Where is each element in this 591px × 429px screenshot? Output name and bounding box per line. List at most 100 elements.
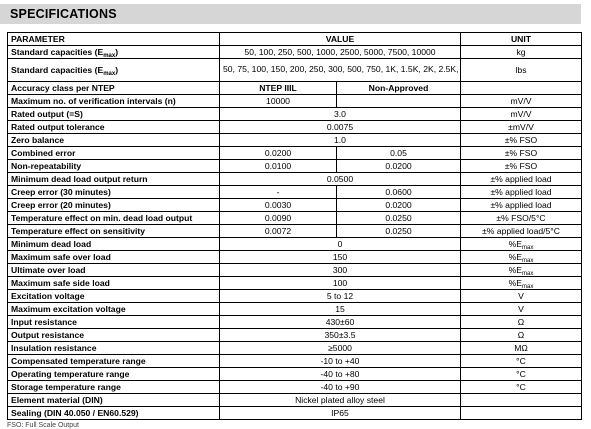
param-value: -40 to +80	[219, 367, 461, 381]
table-row: Excitation voltage 5 to 12 V	[7, 289, 582, 303]
param-label: Minimum dead load	[7, 237, 220, 251]
param-label: Excitation voltage	[7, 289, 220, 303]
param-value: 50, 75, 100, 150, 200, 250, 300, 500, 75…	[219, 58, 461, 82]
table-row: Rated output tolerance 0.0075 ±mV/V	[7, 120, 582, 134]
table-row: Maximum no. of verification intervals (n…	[7, 94, 582, 108]
param-value: 0	[219, 237, 461, 251]
param-value: 150	[219, 250, 461, 264]
param-label: Maximum no. of verification intervals (n…	[7, 94, 220, 108]
section-title: SPECIFICATIONS	[10, 7, 117, 21]
table-row: Minimum dead load 0 %Emax	[7, 237, 582, 251]
param-label: Minimum dead load output return	[7, 172, 220, 186]
table-header-row: PARAMETER VALUE UNIT	[7, 32, 582, 46]
param-label: Maximum safe side load	[7, 276, 220, 290]
table-row: Zero balance 1.0 ±% FSO	[7, 133, 582, 147]
param-unit: ±% FSO	[460, 159, 582, 173]
table-row: Input resistance 430±60 Ω	[7, 315, 582, 329]
param-label: Rated output tolerance	[7, 120, 220, 134]
param-label: Temperature effect on sensitivity	[7, 224, 220, 238]
param-unit: ±% applied load	[460, 185, 582, 199]
param-value-ntep: 0.0100	[219, 159, 337, 173]
param-unit: °C	[460, 354, 582, 368]
param-value-non-approved	[336, 94, 461, 108]
param-value: 3.0	[219, 107, 461, 121]
param-value: 1.0	[219, 133, 461, 147]
param-value: 300	[219, 263, 461, 277]
table-row: Insulation resistance ≥5000 MΩ	[7, 341, 582, 355]
section-title-bar: SPECIFICATIONS	[0, 4, 581, 24]
param-unit: ±% applied load	[460, 172, 582, 186]
param-label: Storage temperature range	[7, 380, 220, 394]
param-value-ntep: -	[219, 185, 337, 199]
table-row: Standard capacities (Emax) 50, 75, 100, …	[7, 58, 582, 82]
param-label: Element material (DIN)	[7, 393, 220, 407]
param-unit: lbs	[460, 58, 582, 82]
table-row: Combined error 0.0200 0.05 ±% FSO	[7, 146, 582, 160]
param-unit: V	[460, 289, 582, 303]
param-value: 5 to 12	[219, 289, 461, 303]
param-value-ntep: NTEP IIIL	[219, 81, 337, 95]
param-label: Operating temperature range	[7, 367, 220, 381]
param-value: 100	[219, 276, 461, 290]
param-unit: %Emax	[460, 250, 582, 264]
param-value-non-approved: 0.0200	[336, 198, 461, 212]
param-unit: kg	[460, 45, 582, 59]
param-value-non-approved: 0.0250	[336, 224, 461, 238]
param-label: Standard capacities (Emax)	[7, 45, 220, 59]
header-parameter: PARAMETER	[7, 32, 220, 46]
param-value: 430±60	[219, 315, 461, 329]
param-unit: mV/V	[460, 94, 582, 108]
table-row: Temperature effect on sensitivity 0.0072…	[7, 224, 582, 238]
table-row: Maximum safe side load 100 %Emax	[7, 276, 582, 290]
param-value-non-approved: Non-Approved	[336, 81, 461, 95]
header-value: VALUE	[219, 32, 461, 46]
param-unit: mV/V	[460, 107, 582, 121]
table-row: Maximum safe over load 150 %Emax	[7, 250, 582, 264]
param-unit: %Emax	[460, 237, 582, 251]
param-label: Ultimate over load	[7, 263, 220, 277]
table-row: Minimum dead load output return 0.0500 ±…	[7, 172, 582, 186]
param-value: 15	[219, 302, 461, 316]
footnote: FSO: Full Scale Output	[7, 422, 79, 429]
table-row: Non-repeatability 0.0100 0.0200 ±% FSO	[7, 159, 582, 173]
param-value: -10 to +40	[219, 354, 461, 368]
param-unit: V	[460, 302, 582, 316]
param-label: Creep error (20 minutes)	[7, 198, 220, 212]
param-unit: ±mV/V	[460, 120, 582, 134]
param-unit: Ω	[460, 315, 582, 329]
param-unit: Ω	[460, 328, 582, 342]
param-value: 0.0075	[219, 120, 461, 134]
table-row: Ultimate over load 300 %Emax	[7, 263, 582, 277]
param-label: Combined error	[7, 146, 220, 160]
param-label: Creep error (30 minutes)	[7, 185, 220, 199]
param-label: Non-repeatability	[7, 159, 220, 173]
param-unit: MΩ	[460, 341, 582, 355]
table-row: Output resistance 350±3.5 Ω	[7, 328, 582, 342]
table-row: Storage temperature range -40 to +90 °C	[7, 380, 582, 394]
param-value-ntep: 0.0030	[219, 198, 337, 212]
param-unit: ±% applied load/5°C	[460, 224, 582, 238]
param-value: -40 to +90	[219, 380, 461, 394]
param-unit	[460, 393, 582, 407]
param-value: ≥5000	[219, 341, 461, 355]
table-row: Operating temperature range -40 to +80 °…	[7, 367, 582, 381]
table-row: Compensated temperature range -10 to +40…	[7, 354, 582, 368]
param-unit: °C	[460, 380, 582, 394]
param-value-ntep: 0.0200	[219, 146, 337, 160]
header-unit: UNIT	[460, 32, 582, 46]
table-row: Rated output (=S) 3.0 mV/V	[7, 107, 582, 121]
param-value: 350±3.5	[219, 328, 461, 342]
param-label: Maximum excitation voltage	[7, 302, 220, 316]
param-label: Output resistance	[7, 328, 220, 342]
param-label: Insulation resistance	[7, 341, 220, 355]
param-unit: ±% FSO/5°C	[460, 211, 582, 225]
table-row: Temperature effect on min. dead load out…	[7, 211, 582, 225]
param-label: Compensated temperature range	[7, 354, 220, 368]
specifications-table: PARAMETER VALUE UNIT Standard capacities…	[7, 32, 582, 420]
table-row: Standard capacities (Emax) 50, 100, 250,…	[7, 45, 582, 59]
param-value: 50, 100, 250, 500, 1000, 2500, 5000, 750…	[219, 45, 461, 59]
param-unit: °C	[460, 367, 582, 381]
param-label: Maximum safe over load	[7, 250, 220, 264]
param-value-ntep: 0.0090	[219, 211, 337, 225]
param-value-non-approved: 0.05	[336, 146, 461, 160]
